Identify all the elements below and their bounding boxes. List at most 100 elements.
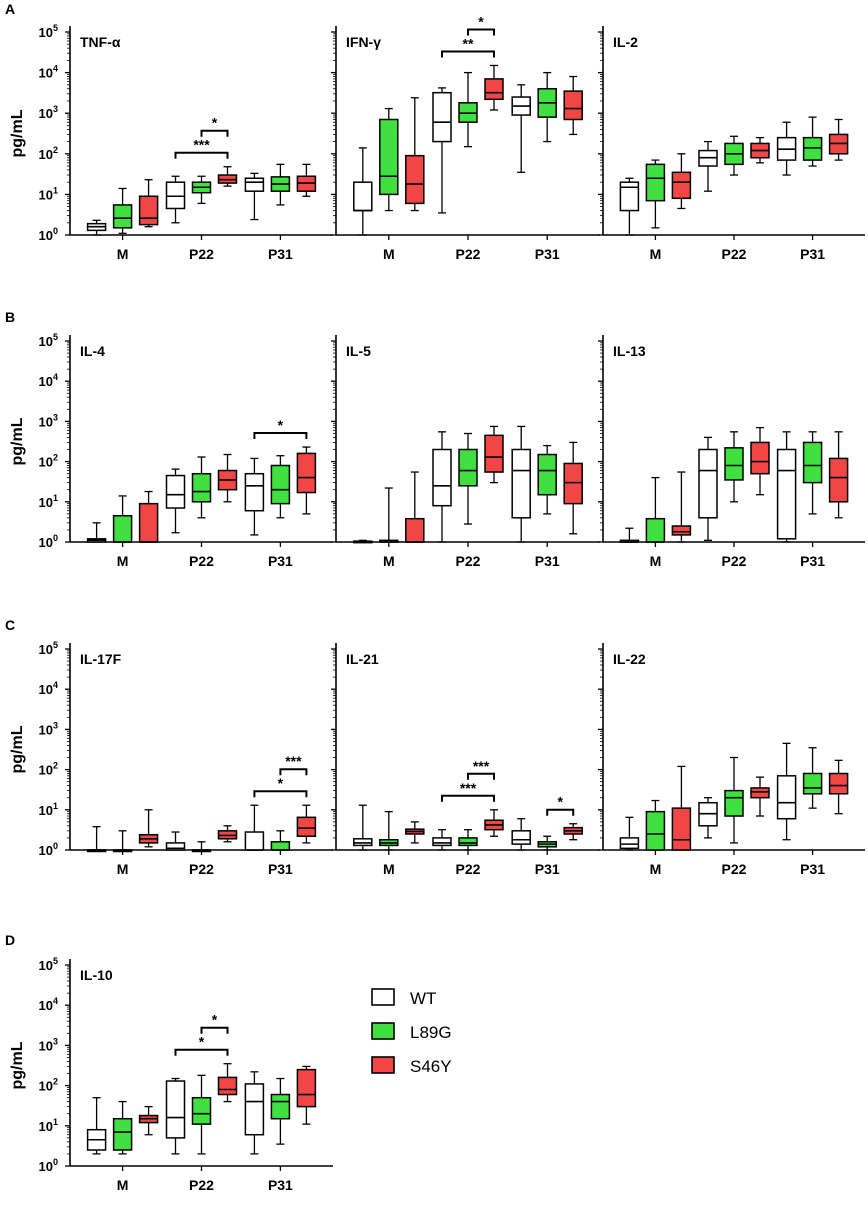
significance-label: *** [285,753,302,769]
box-l89g-p31 [537,444,557,515]
x-tick-label: M [117,1177,129,1193]
box-wt-m [619,816,640,851]
y-tick-label: 101 [39,185,58,202]
panel-title: IFN-γ [346,34,381,50]
box-body [671,171,692,200]
panel-a-il-2: IL-2 M P22 P31 [598,26,865,262]
significance-line [253,790,308,798]
y-axis-title: pg/mL [9,417,26,465]
panel-title: IL-4 [80,343,105,359]
x-tick-label: P31 [800,553,825,569]
y-tick-label: 101 [39,801,58,818]
box-body [296,816,317,837]
box-wt-p31 [776,431,797,543]
box-l89g-p31 [270,163,291,206]
box-s46y-p22 [217,453,238,503]
x-tick-label: P31 [535,861,560,877]
box-l89g-m [112,187,133,234]
box-l89g-p22 [458,432,478,525]
box-body [724,447,744,481]
panel-c-il-22: IL-22 M P22 P31 [598,643,865,877]
box-body [776,448,797,540]
box-wt-p31 [244,172,265,221]
y-tick-label: 104 [39,372,58,389]
box-wt-p31 [244,457,265,536]
panel-letter-c: C [5,617,15,633]
y-tick-label: 104 [39,680,58,697]
box-body [353,181,373,212]
significance-label: ** [463,35,474,51]
box-body [802,441,823,484]
box-body [405,154,425,205]
box-wt-p31 [244,1071,265,1155]
box-body [296,1068,317,1108]
box-wt-p22 [165,175,186,224]
box-s46y-p31 [828,431,849,519]
box-wt-p31 [776,121,797,176]
panel-title: IL-10 [80,967,113,983]
box-body [724,789,744,817]
panel-title: IL-5 [346,343,371,359]
box-wt-m [86,1097,107,1155]
box-body [511,448,531,519]
significance-line [200,129,229,137]
panel-a-tnf-: 100 101 102 103 104 105 pg/mL TNF-α M P22 P31 **** [9,23,333,262]
x-tick-label: M [383,553,395,569]
significance-label: * [278,775,284,791]
panel-title: TNF-α [80,34,121,50]
significance-label: * [212,1012,218,1028]
legend-label: WT [410,989,436,1008]
box-wt-p22 [165,1077,186,1155]
panel-letter-b: B [5,309,15,325]
box-body [270,1093,291,1120]
box-wt-p31 [776,742,797,841]
y-axis-title: pg/mL [9,725,26,773]
box-body [671,807,692,851]
box-body [432,91,452,143]
box-l89g-p31 [270,455,291,519]
x-tick-label: P31 [535,553,560,569]
y-tick-label: 101 [39,1117,58,1134]
x-tick-label: M [650,861,662,877]
box-l89g-p22 [724,135,744,176]
box-body [191,472,212,503]
box-s46y-p31 [828,118,849,161]
box-body [671,525,692,536]
box-s46y-p22 [484,809,504,837]
box-l89g-p31 [270,1077,291,1145]
significance-line [174,1048,229,1056]
box-body [353,838,373,847]
panel-b-il-5: IL-5 M P22 P31 [331,335,600,569]
y-axis-title: pg/mL [9,1041,26,1089]
box-l89g-m [379,810,399,851]
box-body [776,775,797,820]
panel-title: IL-21 [346,651,379,667]
significance-line [200,1026,229,1034]
box-l89g-p22 [191,175,212,205]
box-wt-p31 [511,84,531,173]
significance-label: * [199,1034,205,1050]
significance-bracket: *** [174,137,229,159]
legend-item-s46y: S46Y [371,1056,452,1076]
panel-c-il-21: IL-21M P22 P31******* [331,643,600,877]
y-tick-label: 105 [39,23,58,40]
box-body [432,448,452,507]
box-l89g-p22 [191,841,212,853]
significance-line [467,28,495,36]
box-wt-m [353,539,373,544]
box-body [244,472,265,512]
legend: WT L89G S46Y [371,988,452,1076]
box-wt-p22 [432,829,452,851]
box-body [750,441,770,475]
box-s46y-m [671,765,692,851]
box-l89g-p31 [537,71,557,143]
x-tick-label: P31 [535,246,560,262]
y-tick-label: 100 [39,1157,58,1174]
box-wt-p22 [432,431,452,543]
box-body [484,78,504,101]
box-l89g-m [379,107,399,212]
box-body [217,1076,238,1096]
x-tick-label: P22 [189,246,214,262]
legend-swatch [371,988,395,1006]
